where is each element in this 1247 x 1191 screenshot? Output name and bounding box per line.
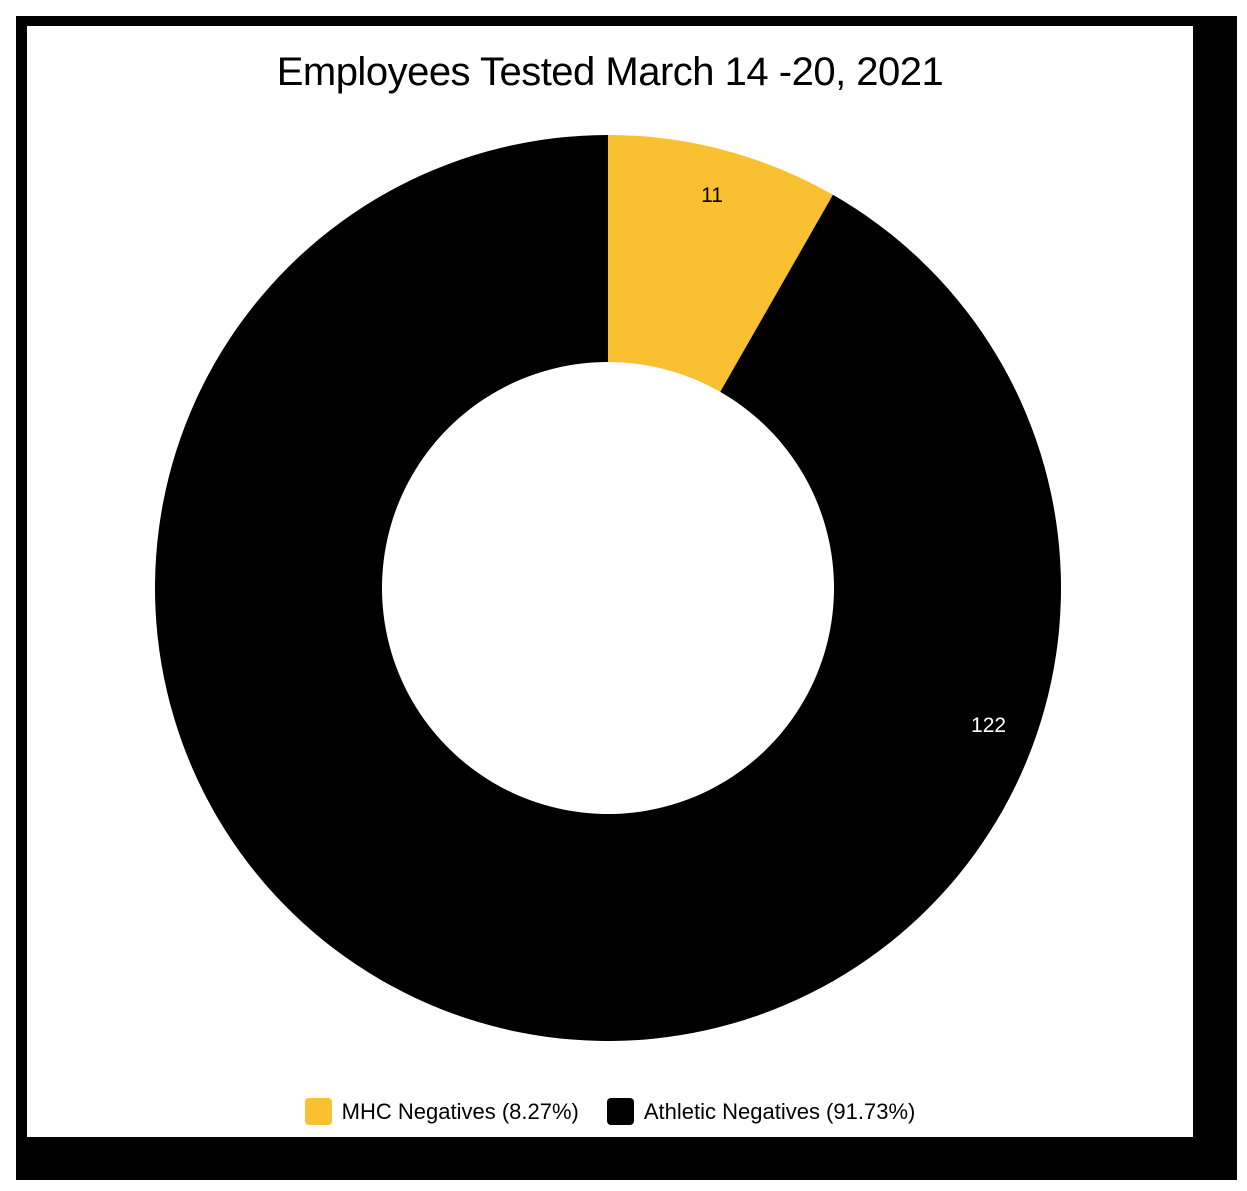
legend: MHC Negatives (8.27%) Athletic Negatives…: [27, 1098, 1193, 1125]
data-label-athletic-negatives: 122: [971, 714, 1006, 737]
slices-group: [154, 135, 1061, 1041]
chart-title: Employees Tested March 14 -20, 2021: [276, 50, 944, 94]
legend-item-athletic-negatives[interactable]: Athletic Negatives (91.73%): [606, 1098, 916, 1125]
data-label-mhc-negatives: 11: [701, 184, 723, 207]
slice-athletic-negatives[interactable]: [154, 135, 1061, 1041]
donut-chart: 11 122: [154, 135, 1061, 1041]
slice-mhc-negatives[interactable]: [608, 135, 833, 392]
chart-panel: Employees Tested March 14 -20, 2021 11 12…: [27, 26, 1193, 1137]
legend-label-athletic-negatives: Athletic Negatives (91.73%): [643, 1098, 916, 1124]
legend-label-mhc-negatives: MHC Negatives (8.27%): [341, 1098, 579, 1124]
legend-swatch-mhc-negatives: [304, 1098, 332, 1125]
legend-item-mhc-negatives[interactable]: MHC Negatives (8.27%): [304, 1098, 579, 1125]
data-labels-group: 11 122: [701, 184, 1006, 737]
legend-swatch-athletic-negatives: [606, 1098, 634, 1125]
